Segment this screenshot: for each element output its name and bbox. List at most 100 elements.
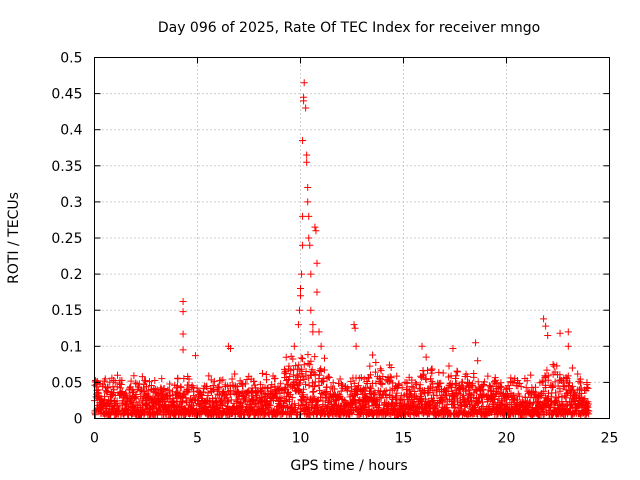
- data-point: [321, 354, 329, 362]
- data-point: [311, 378, 319, 386]
- data-point: [282, 353, 290, 361]
- data-point: [277, 380, 285, 388]
- data-point: [288, 394, 296, 402]
- data-point: [504, 382, 512, 390]
- data-point: [297, 292, 304, 300]
- data-point: [165, 386, 173, 394]
- data-point: [110, 386, 118, 394]
- data-point: [204, 391, 212, 399]
- data-point: [393, 372, 401, 380]
- data-point: [127, 383, 135, 391]
- data-point: [203, 383, 211, 391]
- data-point: [311, 370, 319, 378]
- data-point: [449, 344, 457, 352]
- y-tick-label: 0.25: [51, 231, 82, 247]
- data-point: [179, 346, 187, 354]
- data-point: [142, 383, 150, 391]
- data-point: [428, 365, 436, 373]
- data-point: [188, 383, 196, 391]
- data-point: [179, 308, 187, 316]
- data-point: [559, 382, 567, 390]
- data-point: [376, 365, 384, 373]
- data-point: [411, 379, 419, 387]
- data-point: [297, 354, 305, 362]
- data-point: [381, 390, 389, 398]
- data-point: [458, 385, 466, 393]
- data-point: [299, 394, 307, 402]
- data-point: [382, 387, 390, 395]
- data-point: [539, 377, 547, 385]
- data-point: [324, 373, 332, 381]
- data-point: [375, 401, 383, 409]
- data-point: [136, 387, 144, 395]
- data-point: [284, 376, 292, 384]
- y-tick-labels: 0 0.05 0.1 0.15 0.2 0.25 0.3 0.35 0.4 0.45 0.5: [51, 51, 82, 428]
- data-point: [460, 391, 468, 399]
- data-point: [372, 359, 380, 367]
- data-point: [231, 370, 239, 378]
- data-point: [350, 321, 358, 329]
- data-point: [404, 386, 412, 394]
- data-point: [428, 398, 436, 406]
- data-point: [513, 396, 521, 404]
- data-point: [131, 394, 139, 402]
- y-tick-label: 0.45: [51, 87, 82, 103]
- data-point: [132, 379, 140, 387]
- data-point: [469, 380, 477, 388]
- data-point: [560, 383, 568, 391]
- data-point: [166, 380, 174, 388]
- data-point: [398, 384, 406, 392]
- data-point: [169, 403, 177, 411]
- grid-lines: [94, 57, 610, 419]
- data-point: [226, 344, 234, 352]
- data-point: [564, 372, 572, 380]
- data-point: [101, 375, 109, 383]
- x-tick-label: 10: [292, 431, 310, 447]
- data-point: [145, 378, 153, 386]
- data-point: [472, 339, 480, 347]
- data-point: [300, 385, 308, 393]
- data-point: [335, 380, 343, 388]
- data-point: [581, 395, 589, 403]
- data-point: [297, 285, 304, 293]
- data-point: [578, 390, 586, 398]
- data-point: [305, 234, 313, 242]
- y-axis-label: ROTI / TECUs: [6, 192, 22, 284]
- data-point: [569, 382, 577, 390]
- data-point: [543, 366, 551, 374]
- data-point: [352, 342, 360, 350]
- data-point: [555, 393, 563, 401]
- data-point: [179, 330, 187, 338]
- data-point: [542, 383, 550, 391]
- x-tick-label: 25: [601, 431, 619, 447]
- data-point: [445, 362, 453, 370]
- data-point: [282, 397, 290, 405]
- data-point: [453, 367, 461, 375]
- data-point: [516, 380, 524, 388]
- y-tick-label: 0.35: [51, 159, 82, 175]
- data-point: [452, 372, 460, 380]
- data-point: [492, 376, 500, 384]
- data-point: [366, 383, 374, 391]
- data-point: [132, 390, 140, 398]
- data-point: [193, 384, 201, 392]
- data-point: [527, 371, 535, 379]
- data-point: [299, 137, 307, 145]
- data-point: [135, 398, 143, 406]
- data-point: [471, 386, 479, 394]
- data-point: [444, 387, 452, 395]
- data-point: [174, 375, 182, 383]
- data-point: [485, 382, 493, 390]
- data-point: [467, 397, 475, 405]
- data-point: [584, 400, 592, 408]
- data-point: [350, 379, 358, 387]
- data-point: [584, 403, 592, 411]
- data-point: [310, 388, 318, 396]
- y-tick-label: 0.4: [60, 123, 82, 139]
- data-point: [237, 400, 245, 408]
- data-point: [484, 372, 492, 380]
- data-point: [366, 371, 374, 379]
- data-point: [437, 379, 445, 387]
- data-point: [127, 377, 135, 385]
- data-point: [292, 362, 300, 370]
